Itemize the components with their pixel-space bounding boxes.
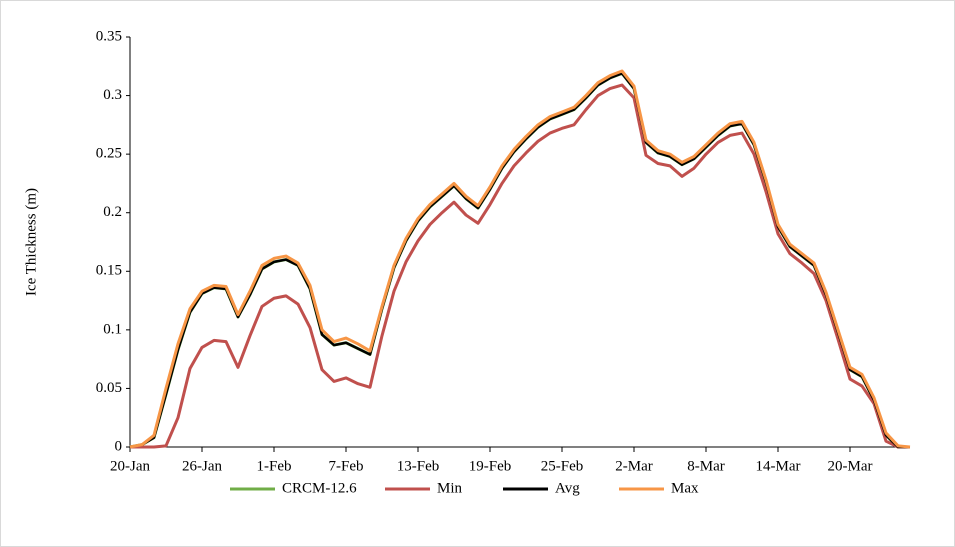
y-tick-label: 0.05 xyxy=(96,380,122,396)
x-tick-label: 2-Mar xyxy=(615,458,653,474)
y-tick-label: 0.35 xyxy=(96,28,122,44)
y-tick-label: 0.25 xyxy=(96,146,122,162)
series-line xyxy=(129,69,911,449)
legend-label: Avg xyxy=(555,480,580,496)
x-tick-label: 19-Feb xyxy=(469,458,512,474)
y-axis-label: Ice Thickness (m) xyxy=(23,188,39,296)
y-tick-label: 0 xyxy=(115,438,123,454)
y-tick-label: 0.1 xyxy=(103,321,122,337)
legend-label: CRCM-12.6 xyxy=(282,480,357,496)
x-tick-label: 26-Jan xyxy=(182,458,222,474)
x-tick-label: 8-Mar xyxy=(687,458,725,474)
x-tick-label: 1-Feb xyxy=(257,458,292,474)
x-tick-label: 7-Feb xyxy=(329,458,364,474)
legend-label: Min xyxy=(437,480,463,496)
x-tick-label: 20-Jan xyxy=(110,458,150,474)
y-tick-label: 0.15 xyxy=(96,263,122,279)
y-tick-label: 0.3 xyxy=(103,87,122,103)
y-tick-label: 0.2 xyxy=(103,204,122,220)
x-tick-label: 25-Feb xyxy=(541,458,584,474)
x-tick-label: 13-Feb xyxy=(397,458,440,474)
series-line xyxy=(130,83,910,449)
x-tick-label: 14-Mar xyxy=(756,458,801,474)
legend-label: Max xyxy=(671,480,699,496)
x-tick-label: 20-Mar xyxy=(828,458,873,474)
